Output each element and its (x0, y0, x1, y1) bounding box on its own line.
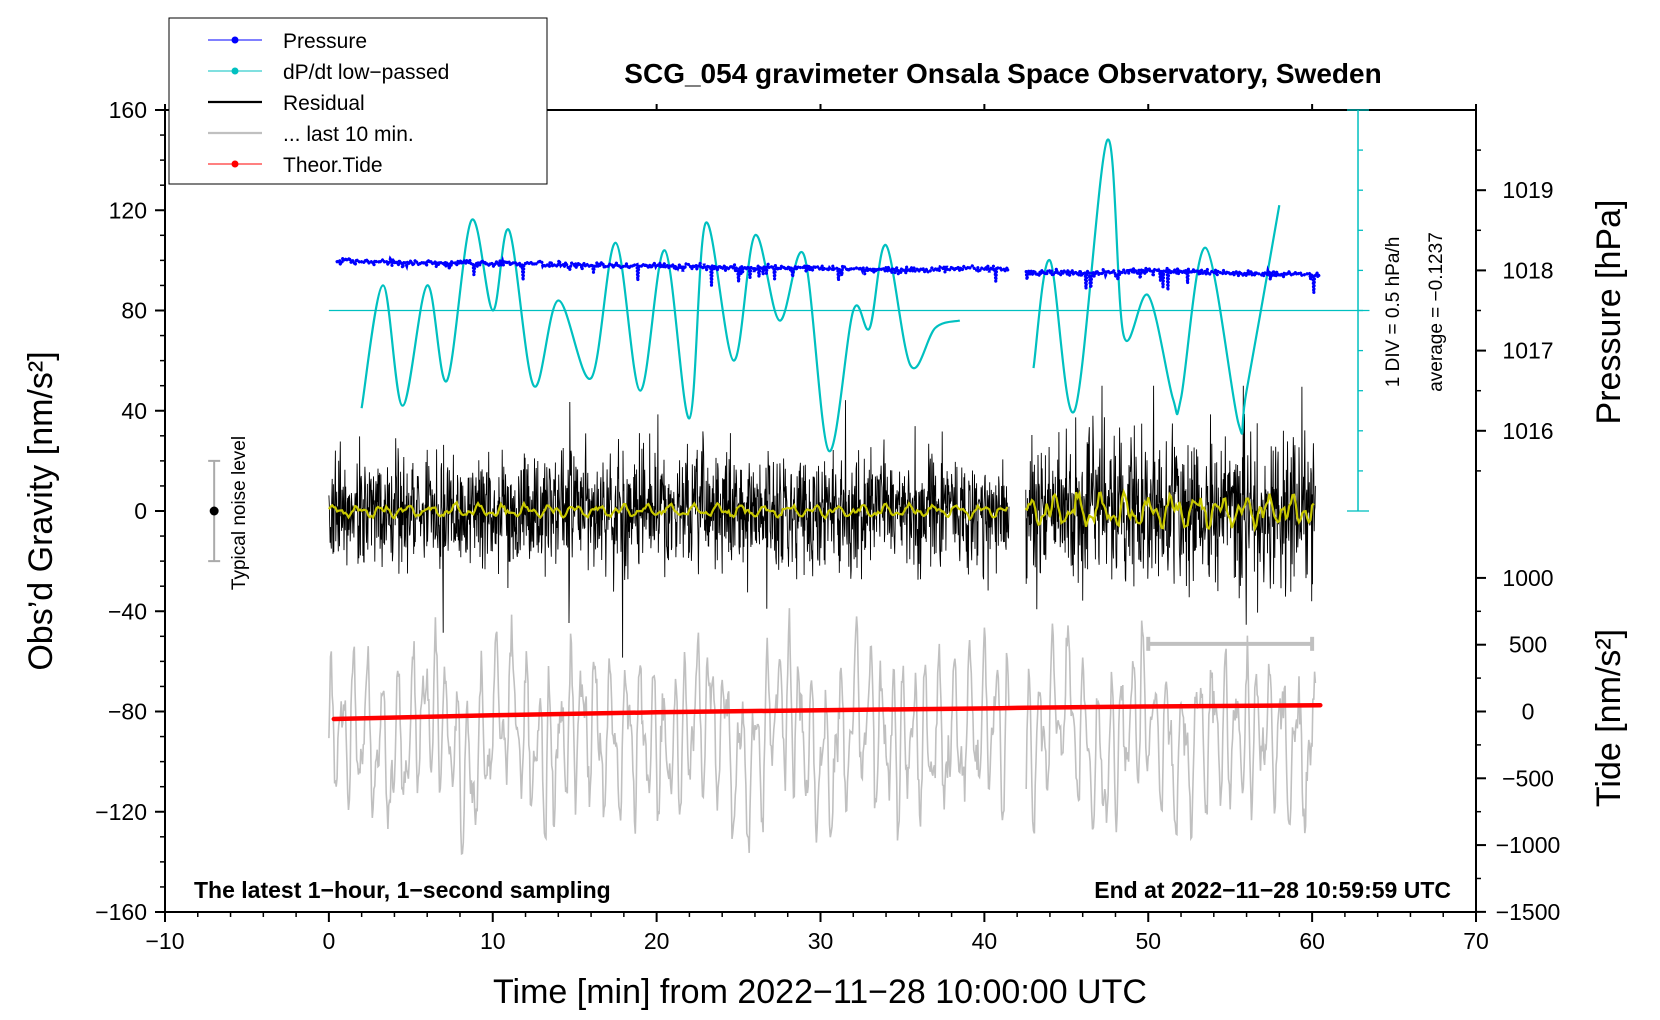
series-dpdt (360, 218, 961, 452)
annotation-sampling: The latest 1−hour, 1−second sampling (194, 877, 611, 903)
legend-label-residual: Residual (283, 92, 365, 115)
legend-label-theor-tide: Theor.Tide (283, 154, 383, 177)
y-tick-label: −120 (95, 799, 147, 825)
y-tick-label: 80 (121, 298, 147, 324)
series-smoothed-residual (328, 488, 1315, 533)
pressure-tick-label: 1016 (1502, 418, 1553, 444)
x-tick-label: 10 (480, 928, 506, 954)
y-axis-label-pressure: Pressure [hPa] (1590, 200, 1628, 425)
series-residual (328, 385, 1316, 658)
tide-tick-label: 0 (1522, 699, 1535, 725)
pressure-tick-label: 1019 (1502, 177, 1553, 203)
x-tick-label: 30 (808, 928, 834, 954)
axis-ticks: −10 0 10 20 30 40 50 60 70 160 120 80 40 0 −40 −80 −120 −… (95, 97, 1560, 954)
tide-tick-label: −1500 (1496, 899, 1561, 925)
legend-label-last-10-min: ... last 10 min. (283, 123, 414, 146)
y-tick-label: −40 (108, 598, 147, 624)
x-axis-label: Time [min] from 2022−11−28 10:00:00 UTC (493, 973, 1147, 1011)
y-tick-label: −160 (95, 899, 147, 925)
y-axis-label-left: Obs’d Gravity [nm/s²] (22, 351, 60, 670)
pressure-tick-label: 1017 (1502, 338, 1553, 364)
tide-tick-label: −500 (1502, 765, 1554, 791)
series-theor-tide (331, 702, 1323, 722)
pressure-scale-average-label: average = −0.1237 (1426, 232, 1447, 392)
series-layer (208, 109, 1370, 856)
series-dpdt (1032, 138, 1281, 435)
x-tick-label: 50 (1135, 928, 1161, 954)
series-pressure (335, 251, 1322, 293)
y-tick-label: 40 (121, 398, 147, 424)
pressure-tick-label: 1018 (1502, 257, 1553, 283)
noise-level-label: Typical noise level (229, 436, 250, 590)
legend-swatch-dot (231, 160, 239, 168)
legend-swatches (208, 36, 262, 168)
legend: Pressure dP/dt low−passed Residual ... l… (168, 17, 548, 185)
x-tick-label: 40 (972, 928, 998, 954)
legend-label-pressure: Pressure (283, 30, 367, 53)
chart-title: SCG_054 gravimeter Onsala Space Observat… (624, 58, 1381, 89)
y-tick-label: −80 (108, 699, 147, 725)
legend-swatch-dot (231, 67, 239, 75)
y-tick-label: 160 (109, 97, 147, 123)
series-last-10-min-wave (328, 608, 1317, 856)
tide-tick-label: 1000 (1502, 565, 1553, 591)
x-tick-label: 60 (1299, 928, 1325, 954)
legend-label-dpdt: dP/dt low−passed (283, 61, 449, 84)
x-tick-label: 0 (322, 928, 335, 954)
noise-level-dot (209, 506, 219, 516)
tide-tick-label: −1000 (1496, 832, 1561, 858)
x-tick-label: 70 (1463, 928, 1489, 954)
y-axis-label-tide: Tide [nm/s²] (1590, 629, 1628, 807)
y-tick-label: 120 (109, 197, 147, 223)
tide-tick-label: 500 (1509, 632, 1547, 658)
legend-swatch-dot (231, 36, 239, 44)
x-tick-label: −10 (145, 928, 184, 954)
annotation-end-time: End at 2022−11−28 10:59:59 UTC (1094, 877, 1451, 903)
pressure-scale-div-label: 1 DIV = 0.5 hPa/h (1383, 237, 1404, 388)
y-tick-label: 0 (134, 498, 147, 524)
x-tick-label: 20 (644, 928, 670, 954)
